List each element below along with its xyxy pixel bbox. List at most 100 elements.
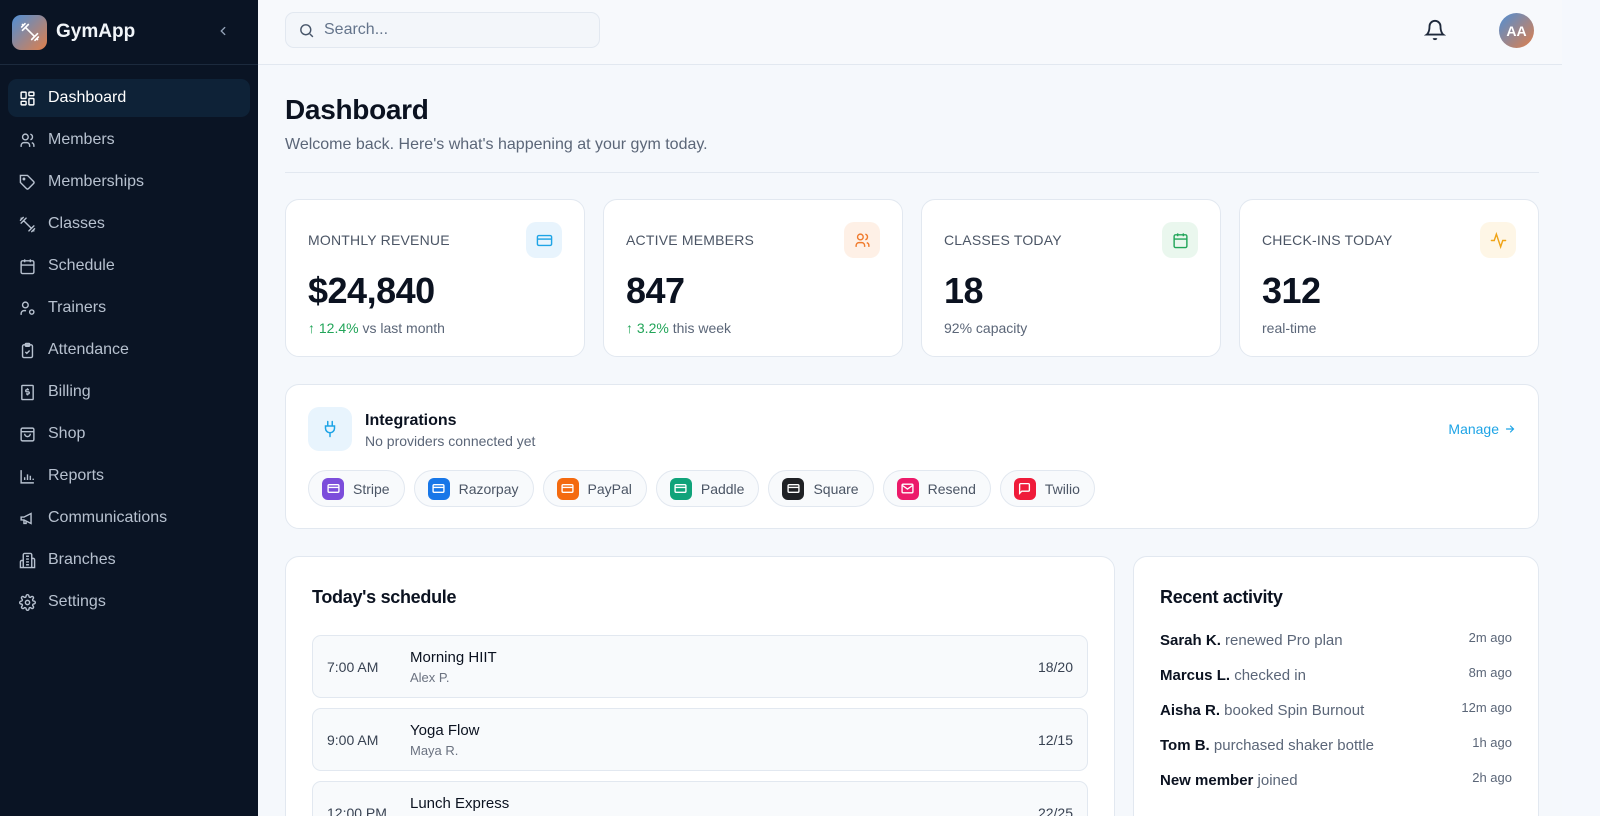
bell-icon: [1423, 20, 1447, 41]
integrations-title: Integrations: [365, 412, 457, 429]
activity-card: Recent activity Sarah K. renewed Pro pla…: [1133, 556, 1539, 816]
credit-card-icon: [556, 477, 579, 500]
schedule-row[interactable]: 9:00 AM Yoga Flow Maya R. 12/15: [312, 708, 1088, 771]
class-time: 12:00 PM: [327, 805, 387, 816]
sidebar-item-classes[interactable]: Classes: [8, 205, 250, 243]
manage-label: Manage: [1448, 421, 1499, 437]
provider-razorpay[interactable]: Razorpay: [413, 470, 534, 507]
sidebar-item-trainers[interactable]: Trainers: [8, 289, 250, 327]
stat-card-classes-today: CLASSES TODAY 18 92% capacity: [921, 199, 1221, 357]
integrations-subtitle: No providers connected yet: [365, 433, 536, 449]
stat-change: ↑ 12.4%: [308, 320, 359, 336]
provider-resend[interactable]: Resend: [882, 470, 991, 507]
sidebar-item-label: Members: [48, 131, 115, 148]
schedule-row[interactable]: 12:00 PM Lunch Express 22/25: [312, 781, 1088, 816]
sidebar-item-label: Schedule: [48, 257, 115, 274]
credit-card-icon: [322, 477, 344, 500]
sidebar-item-label: Trainers: [48, 299, 107, 316]
sidebar-item-communications[interactable]: Communications: [8, 499, 250, 537]
stat-card-active-members: ACTIVE MEMBERS 847 ↑ 3.2% this week: [603, 199, 903, 357]
class-name: Yoga Flow: [410, 722, 480, 739]
activity-action: checked in: [1230, 667, 1306, 684]
activity-item: Sarah K. renewed Pro plan 2m ago: [1160, 630, 1512, 667]
sidebar-item-dashboard[interactable]: Dashboard: [8, 79, 250, 117]
user-cog-icon: [20, 300, 35, 315]
sidebar-item-members[interactable]: Members: [8, 121, 250, 159]
activity-item: New member joined 2h ago: [1160, 770, 1512, 807]
sidebar-item-branches[interactable]: Branches: [8, 541, 250, 579]
credit-card-icon: [526, 222, 562, 258]
activity-list: Sarah K. renewed Pro plan 2m ago Marcus …: [1160, 630, 1512, 807]
schedule-list: 7:00 AM Morning HIIT Alex P. 18/20 9:00 …: [312, 635, 1088, 816]
stat-label: ACTIVE MEMBERS: [626, 232, 755, 248]
sidebar-item-attendance[interactable]: Attendance: [8, 331, 250, 369]
provider-list: Stripe Razorpay PayPal Paddle Square Res…: [308, 470, 1095, 507]
stat-sub-text: this week: [668, 320, 732, 336]
search-input[interactable]: [324, 21, 584, 39]
sidebar-item-label: Settings: [48, 593, 106, 610]
activity-item: Tom B. purchased shaker bottle 1h ago: [1160, 735, 1512, 772]
avatar-initials: AA: [1506, 22, 1527, 39]
receipt-icon: [21, 384, 34, 400]
sidebar-item-label: Shop: [48, 425, 86, 442]
sidebar-item-schedule[interactable]: Schedule: [8, 247, 250, 285]
sidebar-item-label: Dashboard: [48, 89, 127, 106]
stat-card-check-ins-today: CHECK-INS TODAY 312 real-time: [1239, 199, 1539, 357]
provider-name: PayPal: [587, 480, 632, 497]
class-capacity: 12/15: [1037, 732, 1073, 748]
schedule-title: Today's schedule: [312, 587, 457, 607]
sidebar-item-label: Reports: [48, 467, 105, 484]
provider-name: Stripe: [353, 480, 390, 497]
schedule-row[interactable]: 7:00 AM Morning HIIT Alex P. 18/20: [312, 635, 1088, 698]
chevron-left-icon: [220, 26, 226, 36]
stat-label: MONTHLY REVENUE: [308, 232, 450, 248]
provider-twilio[interactable]: Twilio: [999, 470, 1095, 507]
dumbbell-logo-icon: [12, 14, 47, 50]
sidebar-item-settings[interactable]: Settings: [8, 583, 250, 621]
app-name: GymApp: [56, 21, 136, 42]
message-icon: [1013, 477, 1036, 500]
provider-paypal[interactable]: PayPal: [542, 470, 647, 507]
provider-square[interactable]: Square: [768, 470, 874, 507]
class-trainer: Alex P.: [410, 670, 450, 685]
stat-value: 312: [1262, 270, 1321, 311]
stats-row: MONTHLY REVENUE $24,840 ↑ 12.4% vs last …: [285, 199, 1539, 357]
bar-chart-icon: [20, 469, 34, 484]
arrow-right-icon: [1505, 425, 1515, 433]
clipboard-check-icon: [21, 342, 34, 358]
credit-card-icon: [427, 477, 450, 500]
activity-actor: Marcus L.: [1160, 667, 1231, 684]
sidebar-item-shop[interactable]: Shop: [8, 415, 250, 453]
dashboard-icon: [20, 90, 35, 106]
sidebar-item-memberships[interactable]: Memberships: [8, 163, 250, 201]
provider-paddle[interactable]: Paddle: [655, 470, 760, 507]
topbar: AA: [258, 0, 1562, 65]
sidebar-item-reports[interactable]: Reports: [8, 457, 250, 495]
class-time: 7:00 AM: [327, 659, 379, 675]
stat-label: CLASSES TODAY: [944, 232, 1062, 248]
manage-integrations-link[interactable]: Manage: [1448, 421, 1516, 437]
divider: [285, 172, 1539, 173]
users-icon: [20, 132, 35, 147]
activity-time: 2m ago: [1468, 630, 1512, 645]
collapse-sidebar-button[interactable]: [212, 20, 234, 42]
shopping-bag-icon: [20, 426, 35, 442]
notifications-button[interactable]: [1423, 19, 1447, 41]
sidebar-item-label: Classes: [48, 215, 105, 232]
provider-stripe[interactable]: Stripe: [308, 470, 405, 507]
sidebar-item-label: Billing: [48, 383, 91, 400]
megaphone-icon: [20, 511, 32, 525]
provider-name: Square: [813, 480, 859, 497]
sidebar-item-billing[interactable]: Billing: [8, 373, 250, 411]
class-name: Lunch Express: [410, 795, 510, 812]
building-icon: [19, 552, 36, 568]
stat-value: 18: [944, 270, 984, 311]
stat-sub-text: real-time: [1262, 320, 1317, 336]
user-avatar[interactable]: AA: [1499, 13, 1534, 48]
credit-card-icon: [669, 477, 692, 500]
stat-card-monthly-revenue: MONTHLY REVENUE $24,840 ↑ 12.4% vs last …: [285, 199, 585, 357]
provider-name: Razorpay: [458, 480, 519, 497]
activity-actor: New member: [1160, 772, 1254, 789]
search-box[interactable]: [285, 12, 600, 48]
activity-time: 12m ago: [1461, 700, 1512, 715]
